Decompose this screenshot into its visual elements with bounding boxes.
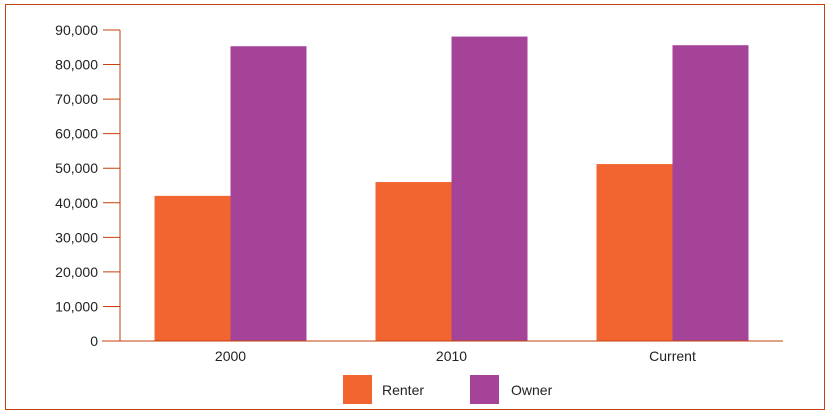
y-ticks-group: 0 10,000 20,000 30,000 40,000 50,000 60,000 70,… bbox=[55, 22, 120, 349]
axes-group bbox=[102, 30, 783, 342]
legend-item-renter: Renter bbox=[343, 375, 424, 404]
y-tick-label: 40,000 bbox=[55, 195, 98, 211]
y-tick-label: 50,000 bbox=[55, 160, 98, 176]
legend-label: Renter bbox=[382, 382, 424, 398]
y-tick-label: 0 bbox=[90, 333, 98, 349]
legend-swatch bbox=[470, 375, 499, 404]
y-tick-label: 20,000 bbox=[55, 264, 98, 280]
bars-group bbox=[154, 36, 749, 342]
x-tick-label: 2010 bbox=[436, 348, 467, 364]
legend-swatch bbox=[343, 375, 372, 404]
bar-owner-current bbox=[672, 45, 749, 342]
legend: Renter Owner bbox=[343, 375, 553, 404]
bar-owner-2010 bbox=[451, 36, 528, 342]
bar-renter-current bbox=[596, 164, 673, 341]
x-tick-label: 2000 bbox=[215, 348, 246, 364]
y-tick-label: 80,000 bbox=[55, 57, 98, 73]
y-tick-label: 10,000 bbox=[55, 298, 98, 314]
y-tick-label: 90,000 bbox=[55, 22, 98, 38]
x-tick-label: Current bbox=[649, 348, 696, 364]
y-tick-label: 60,000 bbox=[55, 126, 98, 142]
y-tick-label: 70,000 bbox=[55, 91, 98, 107]
legend-item-owner: Owner bbox=[470, 375, 553, 404]
legend-label: Owner bbox=[511, 382, 553, 398]
bar-renter-2010 bbox=[375, 182, 452, 341]
bar-renter-2000 bbox=[154, 195, 231, 341]
y-tick-label: 30,000 bbox=[55, 229, 98, 245]
x-ticks-group: 2000 2010 Current bbox=[215, 348, 696, 364]
bar-owner-2000 bbox=[230, 46, 307, 341]
